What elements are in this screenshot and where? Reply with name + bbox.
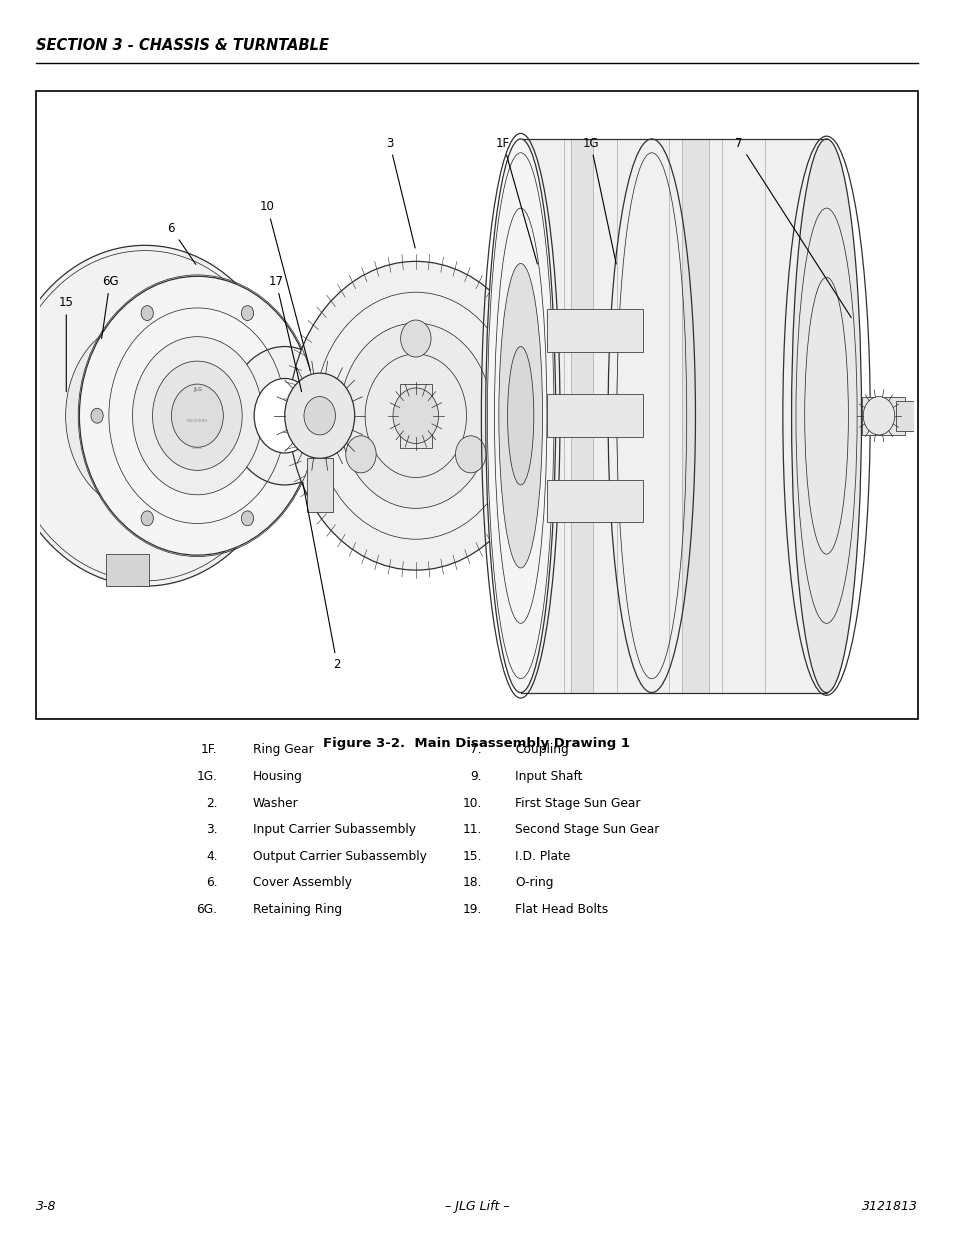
Ellipse shape bbox=[791, 138, 861, 693]
Text: 1G.: 1G. bbox=[196, 771, 217, 783]
Ellipse shape bbox=[292, 409, 303, 424]
Text: 9.: 9. bbox=[470, 771, 481, 783]
Text: INDUSTRIES: INDUSTRIES bbox=[187, 419, 208, 424]
Text: Input Carrier Subassembly: Input Carrier Subassembly bbox=[253, 824, 416, 836]
Ellipse shape bbox=[498, 263, 542, 568]
Text: 3.: 3. bbox=[206, 824, 217, 836]
Ellipse shape bbox=[345, 436, 375, 473]
Text: SECTION 3 - CHASSIS & TURNTABLE: SECTION 3 - CHASSIS & TURNTABLE bbox=[36, 38, 329, 53]
Text: Ring Gear: Ring Gear bbox=[253, 743, 314, 757]
Text: 6G.: 6G. bbox=[196, 903, 217, 916]
Text: 2: 2 bbox=[302, 483, 340, 672]
Ellipse shape bbox=[94, 354, 195, 477]
Bar bbox=[36, 91, 917, 719]
Text: M600: M600 bbox=[192, 446, 203, 450]
Text: JLG: JLG bbox=[193, 387, 202, 391]
Bar bbox=[681, 138, 708, 693]
Text: I.D. Plate: I.D. Plate bbox=[515, 850, 570, 863]
Text: 1G: 1G bbox=[581, 137, 616, 264]
Ellipse shape bbox=[79, 277, 315, 556]
Ellipse shape bbox=[152, 361, 242, 471]
Text: First Stage Sun Gear: First Stage Sun Gear bbox=[515, 797, 640, 810]
Text: Retaining Ring: Retaining Ring bbox=[253, 903, 341, 916]
Text: – JLG Lift –: – JLG Lift – bbox=[444, 1199, 509, 1213]
Ellipse shape bbox=[507, 347, 534, 485]
Text: 3-8: 3-8 bbox=[36, 1199, 56, 1213]
Text: 6G: 6G bbox=[102, 275, 118, 338]
Ellipse shape bbox=[393, 388, 438, 443]
Ellipse shape bbox=[66, 319, 224, 513]
Text: 11.: 11. bbox=[462, 824, 481, 836]
Text: 10: 10 bbox=[259, 200, 310, 370]
Text: Washer: Washer bbox=[253, 797, 298, 810]
Text: Figure 3-2.  Main Disassembly Drawing 1: Figure 3-2. Main Disassembly Drawing 1 bbox=[323, 737, 630, 751]
Text: 15: 15 bbox=[59, 296, 73, 391]
Text: 7.: 7. bbox=[470, 743, 481, 757]
Ellipse shape bbox=[862, 396, 894, 435]
Text: Second Stage Sun Gear: Second Stage Sun Gear bbox=[515, 824, 659, 836]
Polygon shape bbox=[520, 138, 825, 693]
Text: 4.: 4. bbox=[206, 850, 217, 863]
Bar bbox=[896, 401, 930, 431]
Bar bbox=[546, 394, 642, 437]
Bar bbox=[306, 458, 333, 511]
Ellipse shape bbox=[304, 396, 335, 435]
Text: 3: 3 bbox=[386, 137, 415, 248]
Ellipse shape bbox=[284, 373, 355, 458]
Bar bbox=[546, 309, 642, 352]
Text: 15.: 15. bbox=[462, 850, 481, 863]
Text: Coupling: Coupling bbox=[515, 743, 568, 757]
Text: 6: 6 bbox=[167, 222, 195, 264]
Ellipse shape bbox=[289, 262, 542, 571]
Text: 10.: 10. bbox=[462, 797, 481, 810]
Ellipse shape bbox=[400, 320, 431, 357]
Ellipse shape bbox=[339, 324, 492, 509]
Text: 1F: 1F bbox=[496, 137, 537, 264]
Text: Output Carrier Subassembly: Output Carrier Subassembly bbox=[253, 850, 426, 863]
Ellipse shape bbox=[241, 511, 253, 526]
Text: 1F.: 1F. bbox=[201, 743, 217, 757]
Ellipse shape bbox=[228, 347, 341, 485]
Text: 17: 17 bbox=[268, 275, 301, 391]
Text: 2.: 2. bbox=[206, 797, 217, 810]
Bar bbox=[861, 396, 904, 435]
Text: 18.: 18. bbox=[462, 877, 481, 889]
Text: Housing: Housing bbox=[253, 771, 302, 783]
Ellipse shape bbox=[241, 305, 253, 321]
Ellipse shape bbox=[91, 409, 103, 424]
Ellipse shape bbox=[485, 138, 555, 693]
Text: 3121813: 3121813 bbox=[861, 1199, 917, 1213]
Bar bbox=[399, 384, 431, 447]
Text: Input Shaft: Input Shaft bbox=[515, 771, 582, 783]
Ellipse shape bbox=[1, 246, 289, 587]
Ellipse shape bbox=[132, 337, 262, 495]
Text: 7: 7 bbox=[735, 137, 850, 317]
Ellipse shape bbox=[253, 378, 315, 453]
Bar bbox=[106, 555, 149, 587]
Ellipse shape bbox=[141, 305, 153, 321]
Text: Cover Assembly: Cover Assembly bbox=[253, 877, 352, 889]
Ellipse shape bbox=[172, 384, 223, 447]
Text: Flat Head Bolts: Flat Head Bolts bbox=[515, 903, 608, 916]
Text: 6.: 6. bbox=[206, 877, 217, 889]
Ellipse shape bbox=[141, 511, 153, 526]
Bar bbox=[570, 138, 592, 693]
Text: 19.: 19. bbox=[462, 903, 481, 916]
Ellipse shape bbox=[119, 384, 171, 447]
Ellipse shape bbox=[455, 436, 485, 473]
Bar bbox=[546, 479, 642, 522]
Text: O-ring: O-ring bbox=[515, 877, 553, 889]
